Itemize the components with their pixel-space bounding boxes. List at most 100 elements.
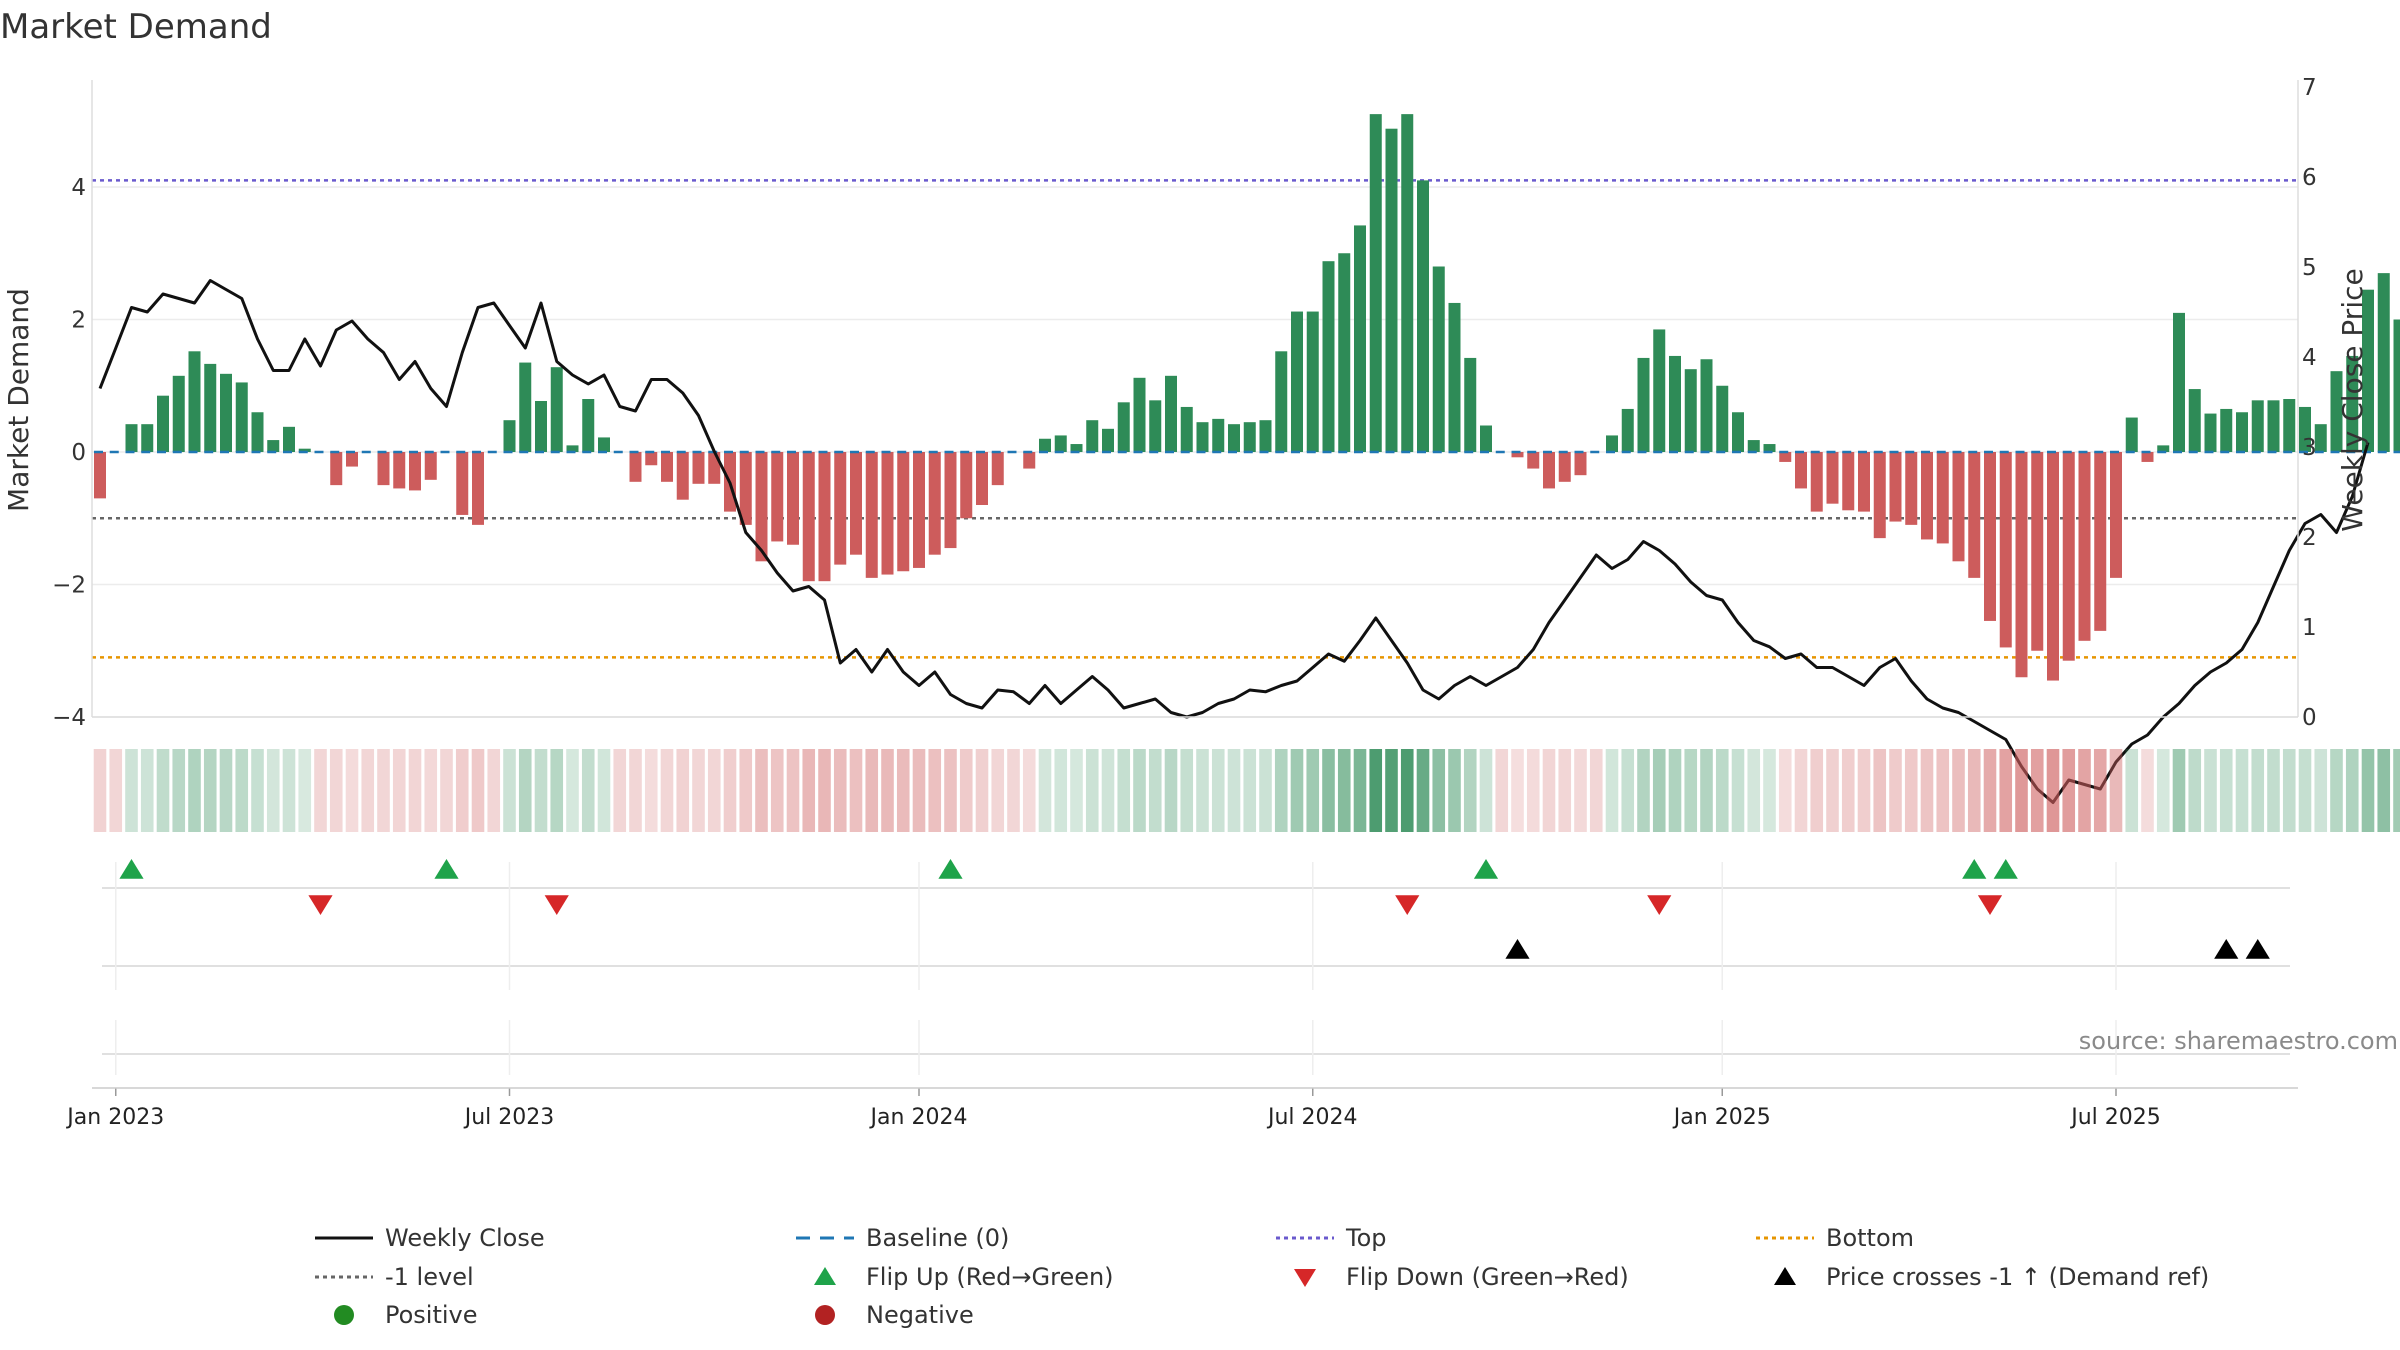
flip-up-marker (938, 859, 963, 879)
demand-bars (94, 114, 2400, 681)
demand-bar (1243, 422, 1256, 452)
heat-cell (755, 749, 768, 832)
demand-bar (676, 452, 689, 500)
heat-cell (597, 749, 611, 832)
demand-bar (2078, 452, 2091, 641)
legend-label: Baseline (0) (866, 1224, 1009, 1252)
heat-cell (865, 749, 879, 832)
demand-bar (1165, 375, 1177, 452)
legend-label: -1 level (385, 1263, 474, 1291)
demand-bar (1732, 412, 1744, 452)
heat-cell (345, 749, 359, 832)
demand-bar (1621, 408, 1634, 452)
demand-bar (928, 452, 941, 555)
demand-bar (1417, 180, 1429, 452)
heat-cell (1133, 749, 1146, 832)
legend-label: Positive (385, 1301, 478, 1329)
legend-item-minus-one: -1 level (315, 1263, 474, 1291)
heat-cell (928, 749, 942, 832)
weekly-close-line (98, 279, 2370, 804)
heat-cell (1211, 749, 1225, 832)
demand-bar (1968, 452, 1981, 578)
heat-cell (2109, 749, 2123, 832)
demand-bar (1464, 357, 1477, 452)
heat-cell (2078, 749, 2091, 832)
demand-bar (2094, 452, 2107, 631)
chart-title: Market Demand (0, 7, 272, 47)
heat-cell (266, 749, 280, 832)
demand-bar (1480, 425, 1492, 452)
demand-bar (1747, 440, 1760, 452)
demand-bar (1873, 452, 1886, 539)
heat-cell (2345, 749, 2359, 832)
heat-cell (1637, 749, 1650, 832)
heat-cell (660, 749, 674, 832)
heat-cell (2235, 749, 2249, 832)
demand-bar (1606, 435, 1618, 452)
demand-bar (1401, 114, 1414, 452)
heat-cell (1652, 749, 1666, 832)
demand-bar (157, 395, 169, 452)
legend-swatch (1294, 1269, 1316, 1287)
legend-label: Negative (866, 1301, 974, 1329)
demand-bar (2047, 452, 2059, 681)
heat-cell (1463, 749, 1477, 832)
heat-cell (1070, 749, 1083, 832)
heat-cell (833, 749, 847, 832)
demand-bar (1054, 435, 1067, 452)
demand-bar (298, 448, 311, 452)
heat-cell (1196, 749, 1209, 832)
heat-cell (1700, 749, 1713, 832)
demand-bar (2015, 452, 2028, 678)
demand-bar (1354, 225, 1366, 452)
heat-cell (2062, 749, 2076, 832)
y-tick-label-left: 4 (71, 175, 86, 201)
heat-cell (2046, 749, 2060, 832)
demand-bar (472, 452, 484, 525)
demand-bar (1228, 424, 1240, 452)
demand-bar (787, 452, 799, 545)
heat-cell (188, 749, 201, 832)
heat-cell (408, 749, 422, 832)
flip-up-marker (1473, 859, 1499, 879)
demand-bar (1117, 402, 1130, 452)
heat-cell (1479, 749, 1493, 832)
heat-cell (896, 749, 910, 832)
demand-bar (346, 452, 358, 467)
heat-cell (1022, 749, 1036, 832)
demand-bar (1102, 428, 1114, 452)
demand-bar (802, 452, 815, 582)
demand-bar (2314, 424, 2327, 452)
demand-bar (283, 426, 295, 452)
demand-bar (1322, 261, 1335, 452)
heat-cell (1558, 749, 1572, 832)
demand-bar (1905, 452, 1918, 525)
heat-cell (2267, 749, 2280, 832)
demand-bar (2362, 289, 2374, 452)
demand-bar (409, 452, 421, 491)
demand-bar (1133, 377, 1146, 452)
heat-cell (361, 749, 375, 832)
demand-bar (2393, 319, 2400, 452)
legend-item-positive: Positive (334, 1301, 478, 1329)
heat-cell (424, 749, 438, 832)
demand-heat-strip (93, 749, 2400, 832)
axes: 4 2 0 −2 −4 0 1 2 3 4 5 6 7 Jan 2023 Jul 2023 Jan 2024 J… (52, 75, 2317, 1130)
heat-cell (1259, 749, 1272, 832)
heat-cell (1101, 749, 1115, 832)
demand-bar (1952, 452, 1965, 562)
demand-bar (2141, 452, 2154, 462)
legend-item-flip-up: Flip Up (Red→Green) (814, 1263, 1114, 1291)
heat-cell (93, 749, 107, 832)
heat-cell (2093, 749, 2107, 832)
demand-bar (456, 452, 469, 515)
demand-bar (125, 424, 138, 452)
heat-cell (581, 749, 595, 832)
x-tick-label: Jul 2025 (2069, 1105, 2161, 1130)
demand-bar (1291, 311, 1303, 452)
heat-cell (1085, 749, 1099, 832)
heat-cell (2298, 749, 2312, 832)
heat-cell (802, 749, 816, 832)
heat-cell (2204, 749, 2217, 832)
demand-bar (2220, 408, 2233, 452)
